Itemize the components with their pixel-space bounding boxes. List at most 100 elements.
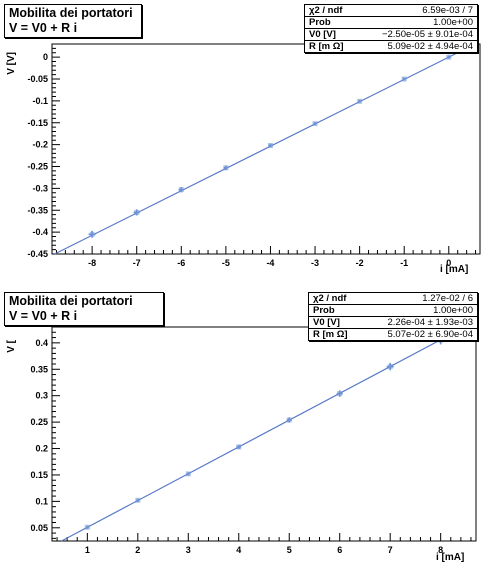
y-tick-label: 0.25 xyxy=(30,417,48,427)
x-tick-label: 8 xyxy=(438,545,443,555)
chart1-stats-row: R [m Ω] 5.09e-02 ± 4.94e-04 xyxy=(305,41,477,52)
data-point xyxy=(267,143,273,148)
chart1-stats-row: Prob 1.00e+00 xyxy=(305,17,477,29)
x-tick-label: 4 xyxy=(236,545,241,555)
stats-label: Prob xyxy=(313,305,335,316)
y-tick-label: 0.05 xyxy=(30,523,48,533)
x-axis-label: i [mA] xyxy=(436,552,464,563)
stats-label: R [m Ω] xyxy=(313,329,348,340)
data-point xyxy=(84,524,90,530)
stats-value: 5.07e-02 ± 6.90e-04 xyxy=(387,329,474,340)
data-point xyxy=(336,390,343,397)
point-marker xyxy=(236,444,242,450)
point-marker xyxy=(387,364,393,370)
stats-value: 1.27e-02 / 6 xyxy=(422,293,473,304)
y-tick-label: 0.3 xyxy=(35,391,48,401)
x-axis-label: i [mA] xyxy=(440,264,468,275)
y-tick-label: 0.35 xyxy=(30,364,48,374)
y-tick-label: 0.2 xyxy=(35,444,48,454)
data-point xyxy=(88,230,96,238)
point-marker xyxy=(185,471,191,477)
x-tick-label: -3 xyxy=(311,258,319,268)
x-tick-label: -8 xyxy=(88,258,96,268)
stats-label: V0 [V] xyxy=(309,29,336,40)
y-tick-label: 0.4 xyxy=(35,338,48,348)
chart2-title-box: Mobilita dei portatori V = V0 + R i xyxy=(4,292,164,326)
chart1-plot xyxy=(51,43,481,255)
chart2-plot xyxy=(51,326,477,542)
x-tick-label: -6 xyxy=(177,258,185,268)
point-marker xyxy=(401,76,407,82)
stats-value: 2.26e-04 ± 1.93e-03 xyxy=(387,317,474,328)
data-point xyxy=(401,76,407,82)
point-marker xyxy=(286,417,292,423)
stats-value: 6.59e-03 / 7 xyxy=(422,5,473,16)
x-tick-label: 5 xyxy=(287,545,292,555)
stats-value: 1.00e+00 xyxy=(433,305,473,316)
data-point xyxy=(446,54,452,60)
x-tick-label: -5 xyxy=(222,258,230,268)
data-point xyxy=(185,471,191,477)
point-marker xyxy=(312,121,318,127)
point-marker xyxy=(357,98,363,104)
plot-frame xyxy=(51,326,477,542)
y-tick-label: -0.35 xyxy=(27,205,48,215)
stats-label: R [m Ω] xyxy=(309,41,344,52)
chart2-title-line1: Mobilita dei portatori xyxy=(9,294,133,308)
x-tick-label: -7 xyxy=(133,258,141,268)
stats-label: V0 [V] xyxy=(313,317,340,328)
x-tick-label: 2 xyxy=(135,545,140,555)
data-point xyxy=(386,362,394,371)
y-tick-label: 0.15 xyxy=(30,470,48,480)
point-marker xyxy=(223,165,229,171)
chart1-stats-box: χ2 / ndf 6.59e-03 / 7 Prob 1.00e+00 V0 [… xyxy=(304,4,478,53)
chart2-stats-row: Prob 1.00e+00 xyxy=(309,305,477,317)
point-marker xyxy=(446,54,452,60)
point-marker xyxy=(134,209,140,215)
data-point xyxy=(286,417,292,423)
x-tick-label: 3 xyxy=(186,545,191,555)
data-point xyxy=(178,187,184,193)
stats-value: −2.50e-05 ± 9.01e-04 xyxy=(381,29,473,40)
y-tick-label: -0.45 xyxy=(27,249,48,259)
y-tick-label: -0.1 xyxy=(32,96,48,106)
y-tick-label: 0.1 xyxy=(35,496,48,506)
stats-value: 5.09e-02 ± 4.94e-04 xyxy=(387,41,474,52)
y-tick-label: -0.4 xyxy=(32,227,48,237)
data-point xyxy=(133,209,140,216)
point-marker xyxy=(89,231,95,237)
chart2-stats-row: V0 [V] 2.26e-04 ± 1.93e-03 xyxy=(309,317,477,329)
x-tick-label: -1 xyxy=(400,258,408,268)
stats-label: χ2 / ndf xyxy=(309,5,343,16)
x-tick-label: 1 xyxy=(85,545,90,555)
chart1-stats-row: χ2 / ndf 6.59e-03 / 7 xyxy=(305,5,477,17)
chart2-stats-row: χ2 / ndf 1.27e-02 / 6 xyxy=(309,293,477,305)
point-marker xyxy=(135,497,141,503)
chart2-stats-row: R [m Ω] 5.07e-02 ± 6.90e-04 xyxy=(309,329,477,340)
stats-label: Prob xyxy=(309,17,331,28)
fit-line xyxy=(61,326,466,542)
data-point xyxy=(236,444,242,450)
y-tick-label: 0 xyxy=(43,52,48,62)
data-point xyxy=(357,98,363,104)
y-tick-label: -0.25 xyxy=(27,162,48,172)
chart1-title-box: Mobilita dei portatori V = V0 + R i xyxy=(4,4,142,38)
point-marker xyxy=(178,187,184,193)
chart2-stats-box: χ2 / ndf 1.27e-02 / 6 Prob 1.00e+00 V0 [… xyxy=(308,292,478,341)
x-tick-label: 6 xyxy=(337,545,342,555)
x-tick-label: 0 xyxy=(446,258,451,268)
stats-label: χ2 / ndf xyxy=(313,293,347,304)
data-point xyxy=(312,121,318,127)
y-tick-label: -0.2 xyxy=(32,140,48,150)
y-axis-label: V [ xyxy=(6,339,17,352)
chart1-stats-row: V0 [V] −2.50e-05 ± 9.01e-04 xyxy=(305,29,477,41)
point-marker xyxy=(337,391,343,397)
x-tick-label: -2 xyxy=(356,258,364,268)
point-marker xyxy=(267,143,273,148)
chart2-title-line2: V = V0 + R i xyxy=(9,309,78,323)
fit-line xyxy=(54,43,476,255)
data-point xyxy=(223,165,229,171)
chart1-title-line2: V = V0 + R i xyxy=(9,21,78,35)
